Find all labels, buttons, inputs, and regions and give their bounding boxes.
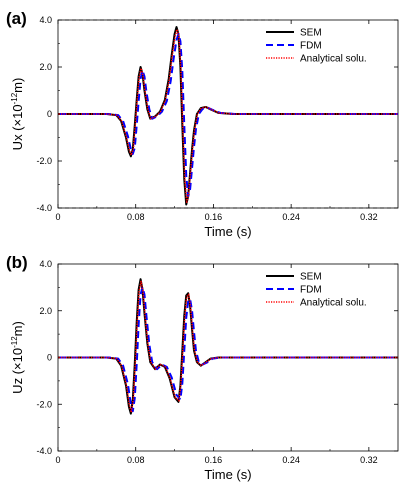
- legend-label: SEM: [300, 28, 322, 39]
- chart-panel-b: (b) 0 0.08 0.16 0.24 0.32 -4.0 -2.0 0 2.0 4.0 Time …: [6, 253, 399, 482]
- y-tick-label: 0: [47, 109, 52, 119]
- y-axis-label-main: Ux (×10: [10, 104, 25, 150]
- panel-label: (b): [6, 253, 28, 272]
- x-tick-label: 0.32: [360, 212, 378, 222]
- panel-label: (a): [6, 9, 27, 28]
- y-tick-label: -4.0: [36, 203, 52, 213]
- y-tick-label: -2.0: [36, 399, 52, 409]
- x-tick-label: 0.32: [360, 455, 378, 465]
- y-tick-label: 4.0: [39, 259, 52, 269]
- x-tick-label: 0.08: [127, 212, 145, 222]
- x-tick-label: 0.08: [127, 455, 145, 465]
- chart-panel-a: (a) 0 0.08 0.16 0.24 0.32 -4.0 -2.0 0 2.0 4.0 Time …: [6, 9, 399, 239]
- legend-label: FDM: [300, 41, 322, 52]
- y-axis-label-main: Uz (×10: [10, 348, 25, 394]
- x-axis-label: Time (s): [204, 224, 251, 239]
- y-tick-label: -4.0: [36, 446, 52, 456]
- x-axis-label: Time (s): [204, 467, 251, 482]
- y-axis-label-unit: m): [10, 78, 25, 93]
- y-axis-label-exponent: -12: [10, 336, 19, 348]
- series-line-analytical-solu: [58, 28, 398, 203]
- y-tick-label: 0: [47, 353, 52, 363]
- legend-label: SEM: [300, 272, 322, 283]
- y-axis-label-exponent: -12: [10, 92, 19, 104]
- y-tick-label: 2.0: [39, 62, 52, 72]
- y-tick-label: 4.0: [39, 15, 52, 25]
- series-line-analytical-solu: [58, 280, 398, 414]
- x-tick-label: 0: [55, 455, 60, 465]
- y-axis-label: Ux (×10-12m): [10, 78, 25, 151]
- y-axis-label-unit: m): [10, 321, 25, 336]
- x-tick-label: 0.16: [205, 212, 223, 222]
- series-line-sem: [58, 26, 398, 206]
- x-tick-label: 0: [55, 212, 60, 222]
- legend-label: Analytical solu.: [300, 298, 367, 309]
- y-tick-label: -2.0: [36, 156, 52, 166]
- x-tick-label: 0.16: [205, 455, 223, 465]
- series-line-fdm: [59, 33, 398, 198]
- legend-label: Analytical solu.: [300, 54, 367, 65]
- y-tick-label: 2.0: [39, 306, 52, 316]
- y-axis-label: Uz (×10-12m): [10, 321, 25, 394]
- x-tick-label: 0.24: [282, 455, 300, 465]
- legend-label: FDM: [300, 285, 322, 296]
- x-tick-label: 0.24: [282, 212, 300, 222]
